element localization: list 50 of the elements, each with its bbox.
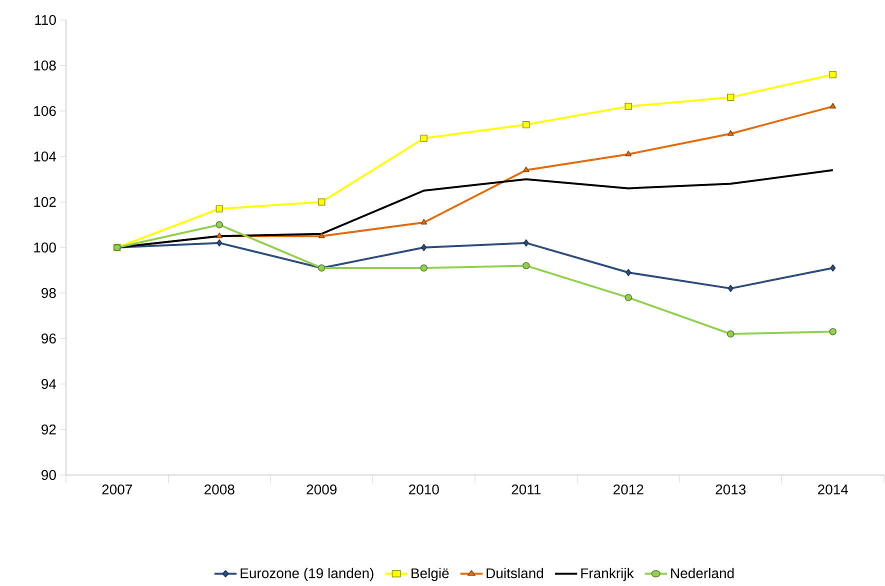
point	[829, 70, 836, 78]
point	[727, 94, 734, 101]
point	[216, 221, 223, 228]
x-tick-label: 2008	[204, 484, 234, 494]
point	[624, 294, 632, 302]
x-tick-label: 2009	[306, 484, 337, 494]
y-tick-label: 106	[34, 106, 56, 116]
point	[318, 198, 326, 206]
y-tick-label: 102	[34, 197, 56, 207]
point	[830, 102, 836, 108]
point	[829, 328, 836, 336]
y-tick-label: 108	[34, 60, 56, 70]
x-tick-label: 2013	[716, 484, 746, 494]
point	[624, 102, 632, 110]
x-tick-label: 2014	[818, 484, 848, 494]
point	[522, 262, 530, 270]
x-tick-label: 2011	[512, 484, 540, 494]
point	[727, 130, 734, 136]
point	[625, 150, 632, 156]
point	[318, 232, 325, 238]
point	[626, 268, 632, 276]
point	[728, 284, 734, 292]
y-tick-label: 92	[42, 424, 56, 434]
point	[522, 121, 530, 128]
point	[420, 134, 428, 142]
legend-label: Nederland	[671, 568, 734, 578]
point	[523, 239, 529, 247]
point	[421, 244, 427, 252]
y-tick-label: 94	[42, 379, 56, 389]
y-tick-label: 90	[42, 470, 56, 480]
legend-label: België	[412, 568, 449, 581]
y-tick-label: 100	[34, 242, 56, 252]
point	[216, 239, 222, 247]
y-tick-label: 98	[42, 288, 56, 298]
point	[420, 218, 428, 224]
legend-label: Eurozone (19 landen)	[240, 568, 374, 581]
y-tick-label: 104	[34, 152, 56, 162]
point	[216, 205, 223, 212]
point	[420, 264, 428, 272]
y-tick-label: 110	[35, 15, 56, 25]
legend-label: Frankrijk	[581, 568, 634, 581]
x-tick-label: 2012	[614, 484, 644, 494]
point	[830, 264, 836, 272]
point	[727, 330, 734, 338]
legend-label: Duitsland	[486, 568, 544, 578]
point	[522, 166, 530, 172]
point	[216, 232, 223, 238]
x-tick-label: 2007	[102, 484, 132, 494]
x-tick-label: 2010	[409, 484, 439, 494]
y-tick-label: 96	[42, 334, 56, 344]
